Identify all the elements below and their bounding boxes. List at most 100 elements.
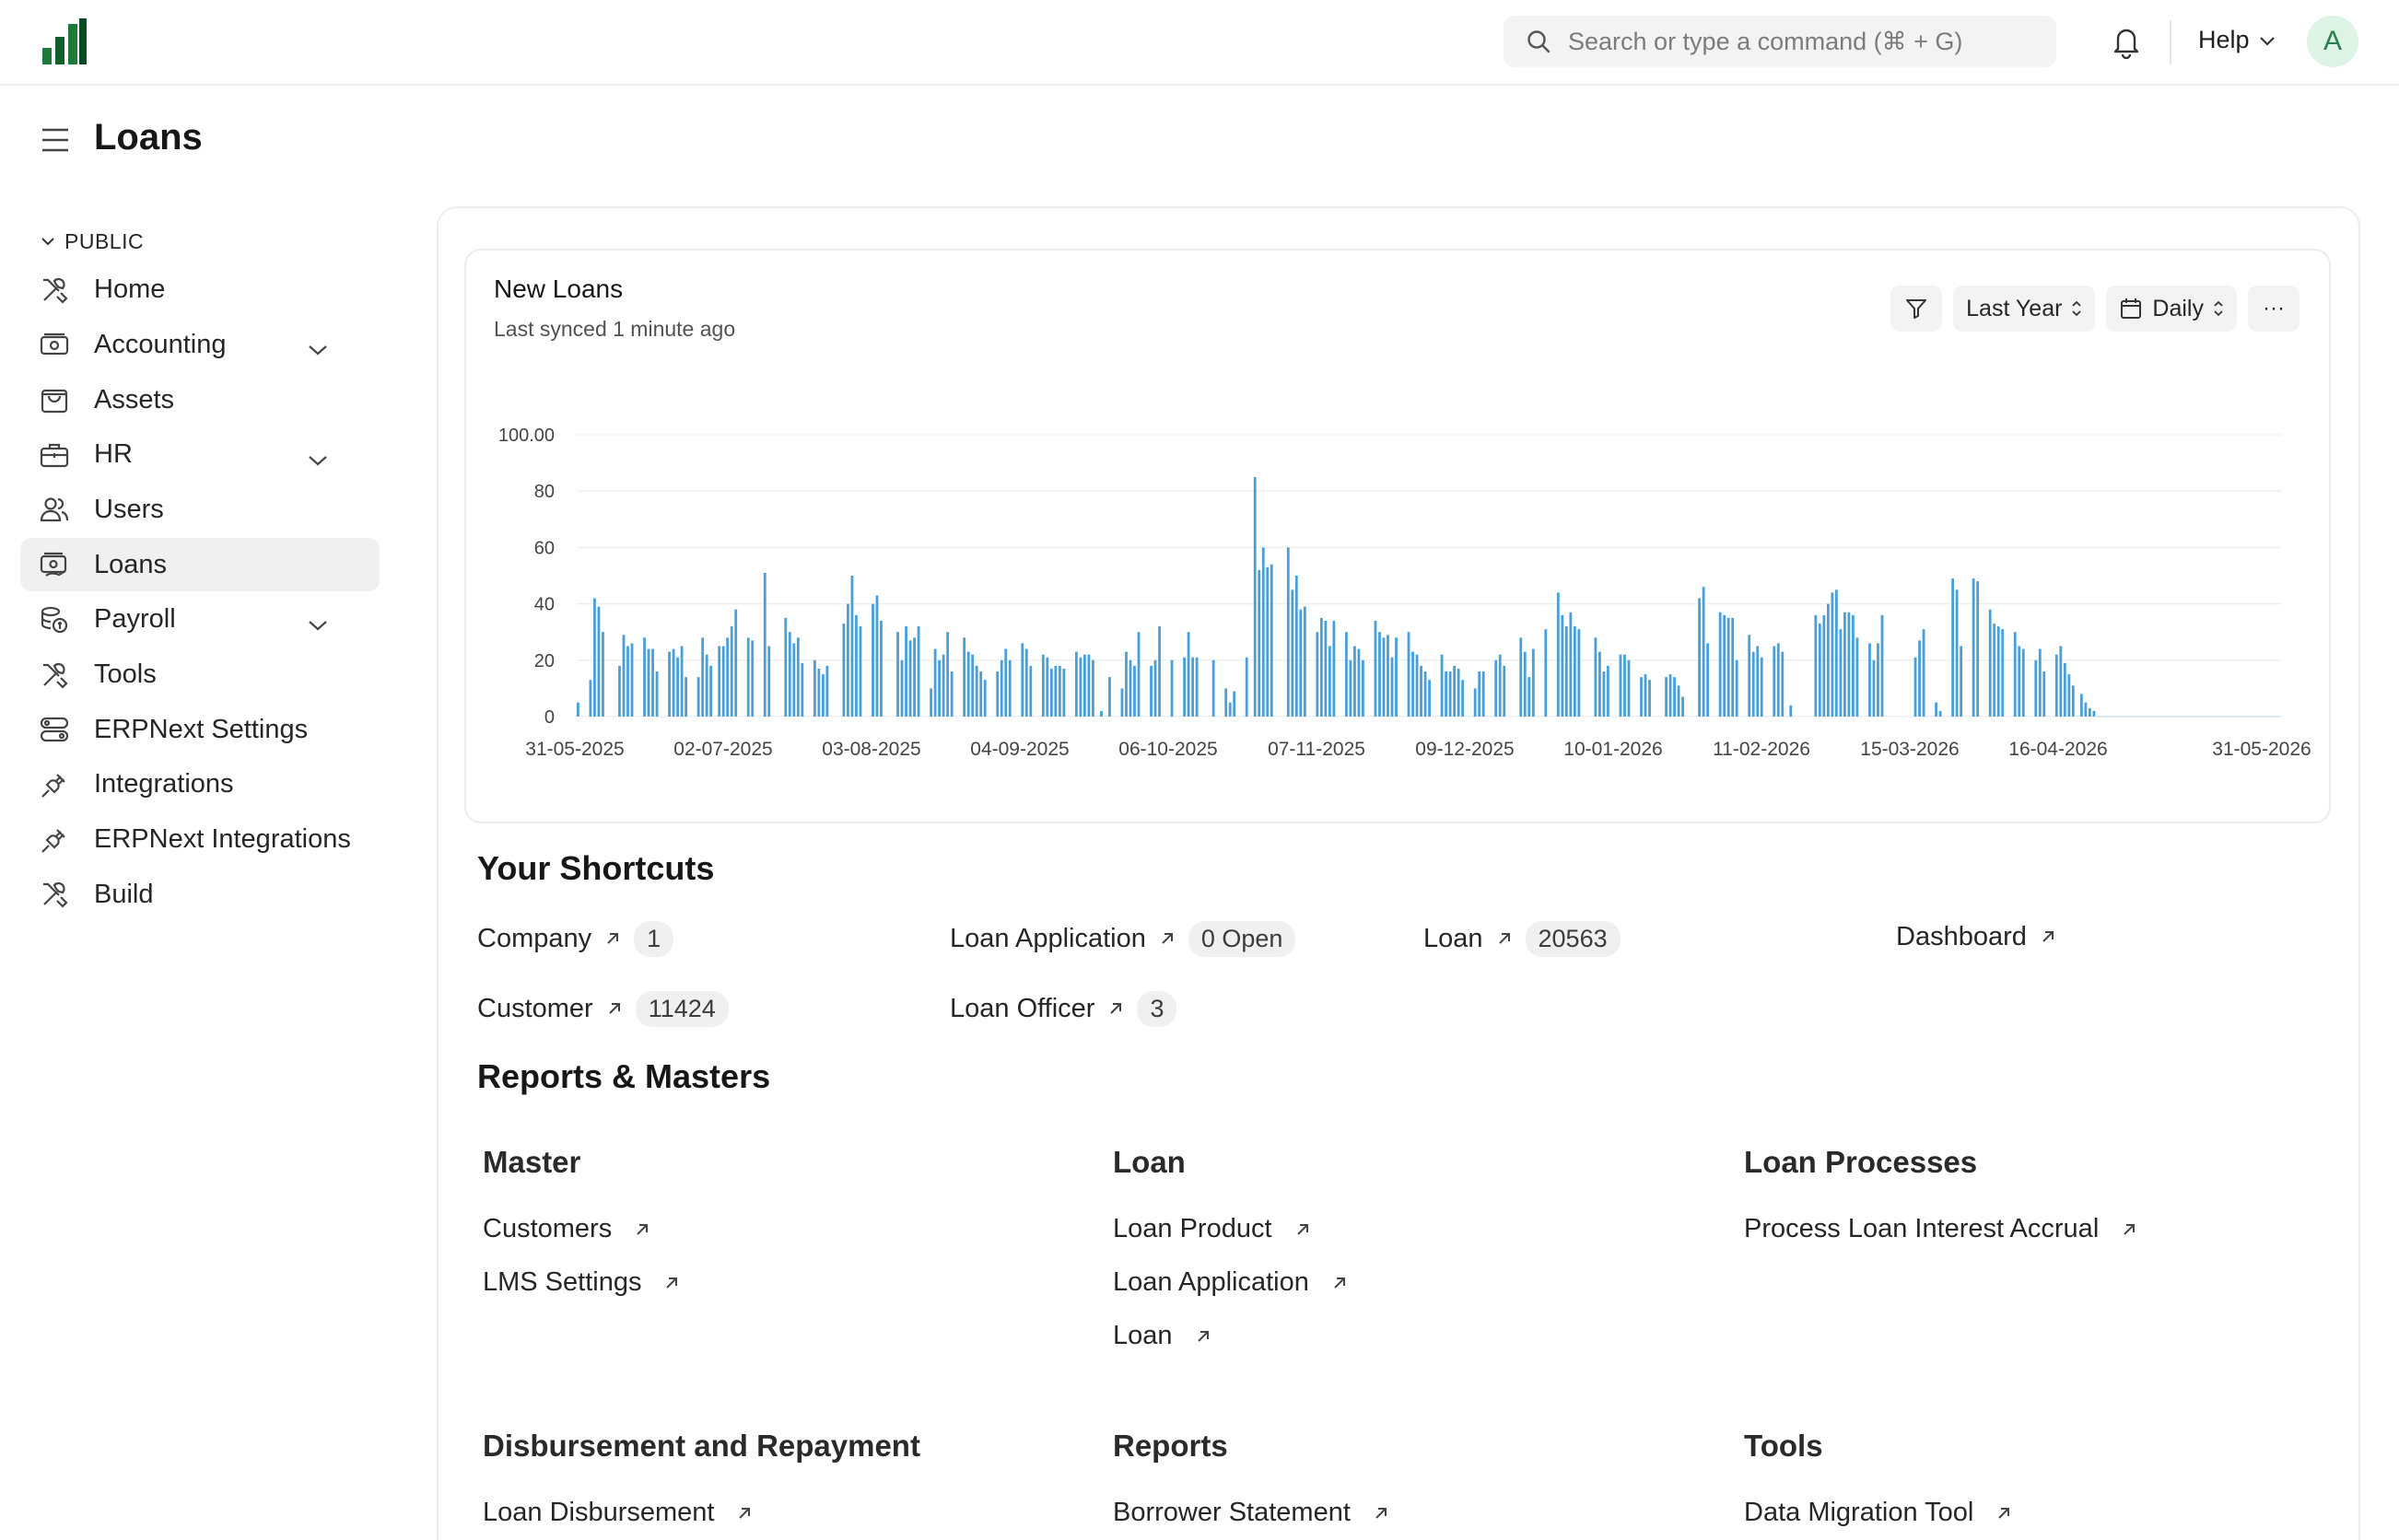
chart-bar[interactable]	[813, 659, 816, 717]
shortcut-loan-officer[interactable]: Loan Officer 3	[950, 988, 1177, 1029]
chart-bar[interactable]	[1150, 665, 1153, 717]
chart-bar[interactable]	[1748, 635, 1751, 717]
chart-bar[interactable]	[950, 671, 954, 717]
shortcut-customer[interactable]: Customer 11424	[477, 988, 729, 1029]
chart-bar[interactable]	[938, 659, 942, 717]
chart-bar[interactable]	[701, 637, 705, 717]
chart-bar[interactable]	[1049, 668, 1053, 717]
chart-bar[interactable]	[1349, 659, 1352, 717]
chart-bar[interactable]	[1328, 646, 1331, 718]
chart-bar[interactable]	[1531, 648, 1535, 717]
chart-bar[interactable]	[1756, 646, 1760, 718]
chart-bar[interactable]	[1855, 637, 1859, 717]
chart-bar[interactable]	[2021, 648, 2025, 717]
chart-bar[interactable]	[1211, 659, 1215, 717]
chart-bar[interactable]	[1723, 614, 1726, 717]
sidebar-item-accounting[interactable]: Accounting	[20, 318, 380, 371]
chart-bar[interactable]	[1266, 566, 1270, 717]
chart-bar[interactable]	[1357, 648, 1361, 717]
chart-bar[interactable]	[1137, 632, 1141, 717]
chart-bar[interactable]	[1440, 654, 1444, 717]
chart-bar[interactable]	[1120, 688, 1124, 717]
chart-bar[interactable]	[1698, 598, 1702, 717]
chart-bar[interactable]	[1473, 688, 1477, 717]
chart-bar[interactable]	[630, 643, 634, 717]
chart-bar[interactable]	[784, 617, 788, 717]
chart-bar[interactable]	[1735, 659, 1738, 717]
chart-bar[interactable]	[676, 657, 679, 717]
chart-bar[interactable]	[1445, 671, 1448, 717]
chart-bar[interactable]	[685, 677, 688, 717]
chart-bar[interactable]	[651, 648, 654, 717]
chart-bar[interactable]	[1843, 612, 1846, 717]
chart-bar[interactable]	[1607, 665, 1609, 717]
chevron-down-icon[interactable]	[302, 610, 334, 641]
chart-bar[interactable]	[1153, 659, 1157, 717]
menu-toggle-icon[interactable]	[41, 127, 70, 153]
chart-bar[interactable]	[917, 626, 920, 717]
chevron-down-icon[interactable]	[302, 334, 334, 366]
chart-bar[interactable]	[1577, 629, 1581, 717]
chart-bar[interactable]	[1228, 702, 1232, 717]
chart-bar[interactable]	[746, 637, 750, 717]
chart-bar[interactable]	[1602, 671, 1606, 717]
chart-bar[interactable]	[1041, 654, 1045, 717]
chart-bar[interactable]	[1129, 659, 1132, 717]
chevron-down-icon[interactable]	[302, 445, 334, 476]
chart-bar[interactable]	[2018, 646, 2021, 718]
chart-bar[interactable]	[1726, 617, 1730, 717]
chart-bar[interactable]	[593, 598, 596, 717]
chart-bar[interactable]	[1074, 651, 1078, 717]
chart-bar[interactable]	[726, 637, 730, 717]
chart-bar[interactable]	[1319, 617, 1323, 717]
chart-bar[interactable]	[983, 680, 987, 717]
chart-bar[interactable]	[2088, 707, 2091, 717]
chart-bar[interactable]	[1303, 606, 1306, 717]
sidebar-item-assets[interactable]: Assets	[20, 373, 380, 426]
sidebar-item-users[interactable]: Users	[20, 483, 380, 536]
chart-bar[interactable]	[1233, 691, 1236, 717]
sidebar-section-public[interactable]: PUBLIC	[20, 221, 380, 262]
chart-bar[interactable]	[1245, 657, 1248, 717]
chart-bar[interactable]	[1822, 614, 1826, 717]
chart-bar[interactable]	[1411, 651, 1414, 717]
chart-bar[interactable]	[1648, 680, 1651, 717]
chart-bar[interactable]	[602, 632, 604, 717]
chart-bar[interactable]	[1706, 643, 1710, 717]
chart-bar[interactable]	[1498, 654, 1502, 717]
chart-bar[interactable]	[1951, 578, 1955, 717]
chart-bar[interactable]	[1972, 578, 1975, 717]
chart-bar[interactable]	[1083, 654, 1086, 717]
chart-bar[interactable]	[872, 603, 874, 717]
chart-bar[interactable]	[1519, 637, 1523, 717]
sidebar-item-tools[interactable]: Tools	[20, 648, 380, 702]
chart-bar[interactable]	[626, 646, 629, 718]
chart-bar[interactable]	[1461, 680, 1465, 717]
chart-bar[interactable]	[896, 632, 899, 717]
chart-bar[interactable]	[1448, 671, 1452, 717]
chart-bar[interactable]	[1133, 665, 1136, 717]
chart-bar[interactable]	[1324, 620, 1328, 717]
chart-bar[interactable]	[2042, 671, 2046, 717]
chart-bar[interactable]	[1345, 632, 1348, 717]
chart-bar[interactable]	[2013, 632, 2017, 717]
chart-bar[interactable]	[1494, 659, 1498, 717]
chart-bar[interactable]	[1423, 671, 1427, 717]
chart-bar[interactable]	[847, 603, 849, 717]
help-dropdown[interactable]: Help	[2198, 26, 2276, 54]
chart-bar[interactable]	[709, 665, 713, 717]
chart-bar[interactable]	[1776, 643, 1780, 717]
chart-bar[interactable]	[1527, 677, 1531, 717]
chart-bar[interactable]	[1677, 685, 1680, 717]
chart-bar[interactable]	[721, 646, 725, 718]
chart-bar[interactable]	[1291, 589, 1294, 717]
chart-bar[interactable]	[842, 624, 846, 717]
chart-bar[interactable]	[825, 665, 829, 717]
chart-bar[interactable]	[975, 665, 978, 717]
chart-bar[interactable]	[1191, 657, 1195, 717]
chart-bar[interactable]	[1054, 665, 1058, 717]
chart-bar[interactable]	[1407, 632, 1410, 717]
chart-bar[interactable]	[1079, 657, 1082, 717]
chart-bar[interactable]	[668, 651, 671, 717]
chart-bar[interactable]	[597, 606, 601, 717]
